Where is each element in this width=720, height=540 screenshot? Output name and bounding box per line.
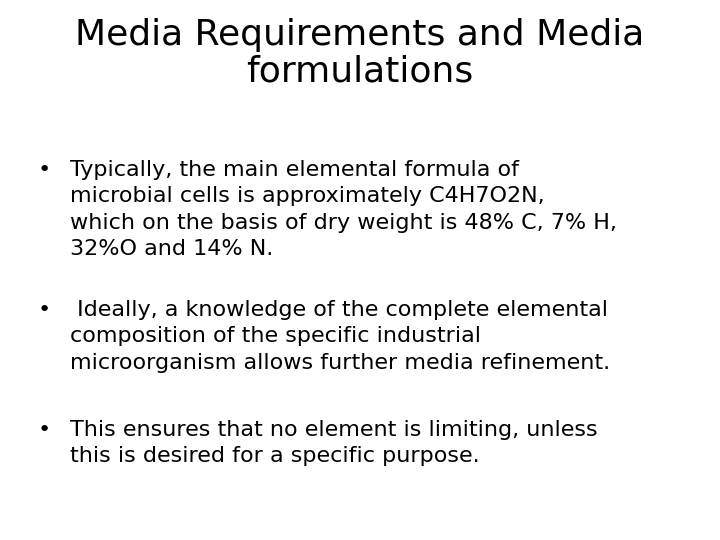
Text: Media Requirements and Media: Media Requirements and Media: [76, 18, 644, 52]
Text: This ensures that no element is limiting, unless
this is desired for a specific : This ensures that no element is limiting…: [70, 420, 598, 467]
Text: Ideally, a knowledge of the complete elemental
composition of the specific indus: Ideally, a knowledge of the complete ele…: [70, 300, 610, 373]
Text: •: •: [38, 300, 51, 320]
Text: •: •: [38, 160, 51, 180]
Text: formulations: formulations: [246, 54, 474, 88]
Text: •: •: [38, 420, 51, 440]
Text: Typically, the main elemental formula of
microbial cells is approximately C4H7O2: Typically, the main elemental formula of…: [70, 160, 617, 259]
